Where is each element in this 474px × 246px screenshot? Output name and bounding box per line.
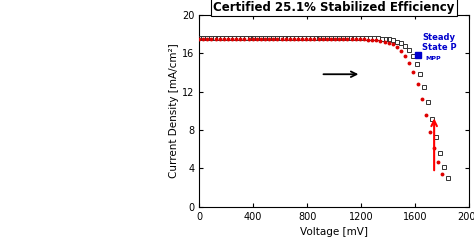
- Text: MPP: MPP: [426, 57, 441, 62]
- Title: Certified 25.1% Stabilized Efficiency: Certified 25.1% Stabilized Efficiency: [213, 0, 455, 14]
- Y-axis label: Current Density [mA/cm²]: Current Density [mA/cm²]: [169, 43, 179, 178]
- Text: Steady
State P: Steady State P: [422, 33, 456, 52]
- X-axis label: Voltage [mV]: Voltage [mV]: [300, 227, 368, 237]
